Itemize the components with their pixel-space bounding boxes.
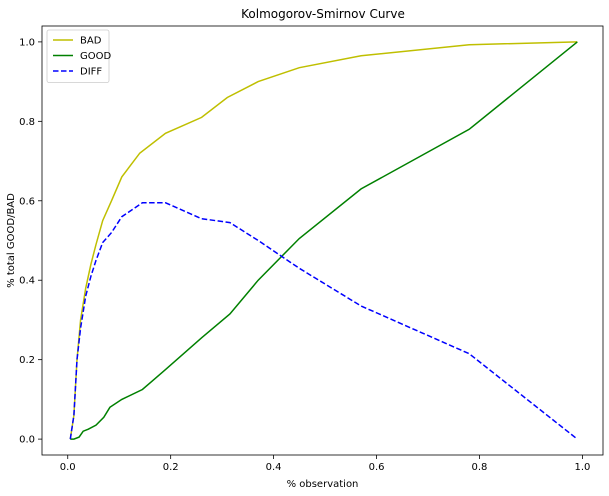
y-tick-label: 1.0 xyxy=(19,37,35,48)
y-tick-label: 0.6 xyxy=(19,196,35,207)
plot-lines xyxy=(69,41,578,440)
x-axis-label: % observation xyxy=(287,479,359,490)
x-tick-label: 0.2 xyxy=(163,462,179,473)
series-line-diff xyxy=(69,202,578,440)
x-axis: 0.0 0.2 0.4 0.6 0.8 1.0 xyxy=(60,455,590,473)
x-tick-label: 1.0 xyxy=(574,462,590,473)
x-tick-label: 0.0 xyxy=(60,462,76,473)
y-tick-label: 0.2 xyxy=(19,355,35,366)
series-line-good xyxy=(70,41,578,440)
legend-box xyxy=(46,29,110,83)
x-tick-label: 0.8 xyxy=(472,462,488,473)
x-tick-label: 0.6 xyxy=(369,462,385,473)
y-axis: 0.0 0.2 0.4 0.6 0.8 1.0 xyxy=(19,37,42,446)
y-tick-label: 0.0 xyxy=(19,435,35,446)
series-line-bad xyxy=(69,41,578,440)
chart-title: Kolmogorov-Smirnov Curve xyxy=(241,7,405,21)
x-tick-label: 0.4 xyxy=(266,462,282,473)
plot-frame xyxy=(41,25,604,456)
legend-label: BAD xyxy=(80,36,102,47)
legend-label: DIFF xyxy=(80,67,102,78)
y-tick-label: 0.4 xyxy=(19,276,35,287)
legend-label: GOOD xyxy=(80,51,111,62)
legend: BAD GOOD DIFF xyxy=(46,29,111,83)
y-axis-label: % total GOOD/BAD xyxy=(6,193,17,288)
y-tick-label: 0.8 xyxy=(19,117,35,128)
